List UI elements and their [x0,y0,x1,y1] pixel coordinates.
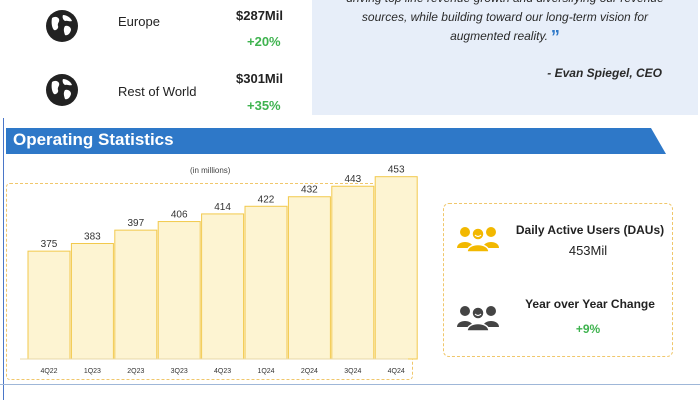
quote-line: sources, while building toward our long-… [361,10,649,24]
bottom-divider [0,384,700,385]
region-row-europe: Europe $287Mil +20% [0,0,310,60]
yoy-change: +9% [575,322,601,336]
chart-unit-label: (in millions) [190,166,231,175]
x-tick-label: 4Q22 [40,368,57,375]
left-divider [3,118,4,400]
bar-1Q24 [244,205,288,360]
bar-2Q24 [287,196,331,360]
bar-3Q23 [157,221,201,360]
bar-value-label: 453 [388,165,405,176]
bar-value-label: 422 [258,194,275,205]
quote-line: driving top line revenue growth and dive… [330,0,680,8]
x-tick-label: 3Q24 [344,368,361,375]
users-group-icon [457,227,499,253]
section-title: Operating Statistics [13,130,174,149]
region-revenue: $287Mil [236,8,283,23]
close-quote-icon: ” [550,27,560,47]
x-tick-label: 4Q23 [214,368,231,375]
region-row-rest-of-world: Rest of World $301Mil +35% [0,65,310,125]
region-change: +20% [247,34,281,49]
bar-value-label: 383 [84,232,101,243]
bar-4Q22 [27,250,71,360]
yoy-title: Year over Year Change [525,297,655,311]
dau-value: 453Mil [568,243,608,258]
bar-value-label: 406 [171,210,188,221]
bar-value-label: 414 [214,202,231,213]
ceo-quote: driving top line revenue growth and dive… [330,0,680,47]
x-tick-label: 2Q24 [301,368,318,375]
bar-value-label: 432 [301,185,318,196]
globe-icon [46,74,78,106]
section-header-bar [6,128,666,154]
x-tick-label: 3Q23 [171,368,188,375]
x-tick-label: 4Q24 [388,368,405,375]
bar-4Q24 [374,176,418,360]
dau-title: Daily Active Users (DAUs) [515,223,665,237]
quote-author: - Evan Spiegel, CEO [547,66,662,80]
x-tick-label: 1Q23 [84,368,101,375]
users-group-icon [457,306,499,332]
region-revenue: $301Mil [236,71,283,86]
bar-1Q23 [70,243,114,360]
quote-line: augmented reality.” [330,27,680,47]
bar-2Q23 [114,229,158,360]
quote-line-text: augmented reality. [450,29,548,43]
bar-value-label: 443 [344,174,361,185]
region-change: +35% [247,98,281,113]
quote-box [312,0,698,115]
region-name: Rest of World [118,84,197,99]
bar-3Q24 [331,185,375,360]
x-tick-label: 2Q23 [127,368,144,375]
x-tick-label: 1Q24 [257,368,274,375]
bar-value-label: 375 [41,239,58,250]
bar-4Q23 [201,213,245,360]
region-name: Europe [118,14,160,29]
bar-value-label: 397 [127,218,144,229]
globe-icon [46,10,78,42]
